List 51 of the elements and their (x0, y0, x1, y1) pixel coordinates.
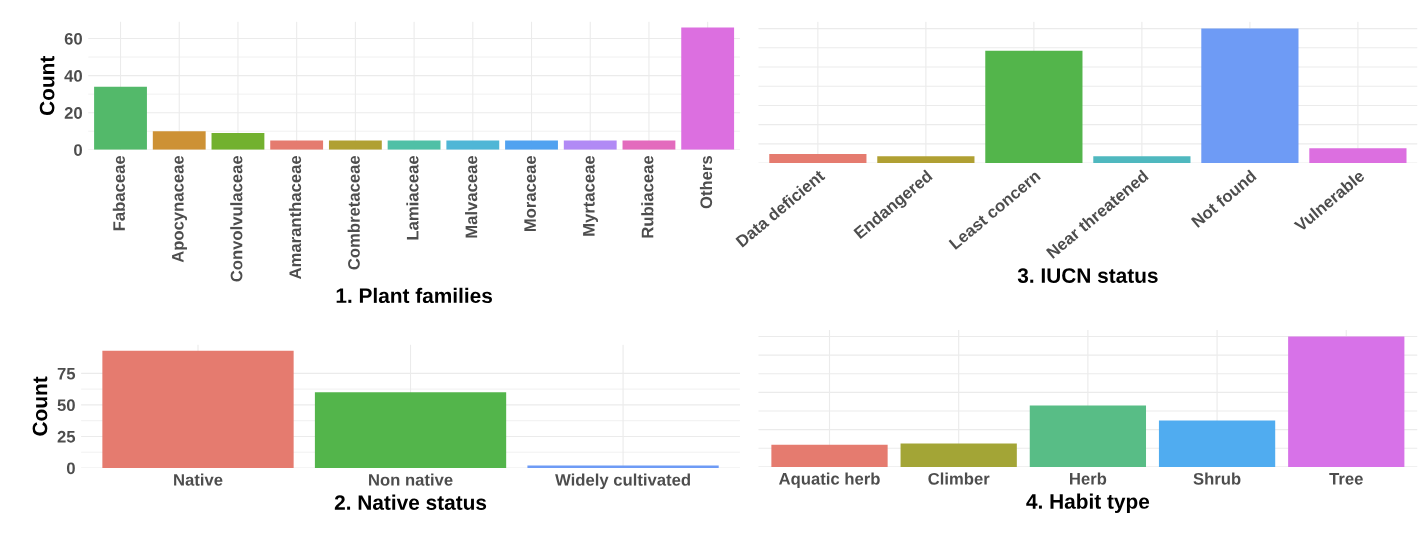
x-tick-label: Tree (1329, 473, 1363, 485)
bar (1201, 28, 1299, 164)
y-tick-label: 0 (66, 462, 75, 475)
bar (1093, 156, 1191, 164)
x-axis-title: 4. Habit type (1026, 493, 1150, 513)
bar (1309, 148, 1407, 164)
x-axis-title: 1. Plant families (336, 287, 492, 304)
x-tick-label: Lamiaceae (406, 155, 419, 240)
bar (94, 86, 147, 150)
y-tick-label: 60 (64, 32, 82, 45)
bar (102, 350, 294, 468)
x-tick-label: Shrub (1193, 472, 1241, 485)
x-tick-label: Non native (369, 473, 453, 486)
bar (1288, 336, 1405, 467)
y-axis-title: Count (32, 376, 48, 436)
x-tick-label: Climber (928, 472, 990, 485)
y-axis-title: Count (39, 55, 55, 116)
bar (527, 465, 719, 468)
bar (152, 131, 206, 150)
y-tick-label: 20 (64, 107, 82, 119)
x-tick-label: Convolvulaceae (230, 155, 243, 282)
x-tick-label: Myrtaceae (583, 155, 599, 236)
x-axis-title: 2. Native status (334, 494, 487, 510)
x-tick-label: Widely cultivated (555, 473, 690, 490)
x-tick-label: Rubiaceae (641, 155, 654, 238)
bar (769, 154, 867, 164)
bar (985, 50, 1083, 164)
x-axis-title: 3. IUCN status (1017, 268, 1158, 283)
x-tick-label: Herb (1070, 472, 1107, 485)
x-tick-label: Amaranthaceae (288, 155, 302, 280)
y-tick-label: 25 (57, 430, 76, 443)
x-tick-label: Aquatic herb (779, 472, 880, 488)
y-tick-label: 40 (64, 70, 82, 82)
y-tick-label: 75 (57, 367, 76, 380)
x-tick-label: Malvaceae (465, 155, 478, 238)
bar (211, 133, 265, 150)
x-tick-label: Combretaceae (347, 155, 360, 270)
y-tick-label: 50 (57, 399, 75, 412)
bar (900, 443, 1017, 467)
x-tick-label: Fabaceae (112, 155, 125, 231)
bar (1158, 420, 1276, 467)
x-tick-label: Moraceae (524, 155, 536, 232)
x-tick-label: Apocynaceae (172, 155, 187, 263)
x-tick-label: Native (174, 473, 223, 486)
bar (771, 444, 888, 467)
bar (681, 27, 735, 150)
bar (314, 392, 507, 468)
bar (1029, 405, 1147, 467)
x-tick-label: Others (699, 156, 713, 209)
y-tick-label: 0 (74, 144, 82, 156)
bar (877, 156, 975, 164)
